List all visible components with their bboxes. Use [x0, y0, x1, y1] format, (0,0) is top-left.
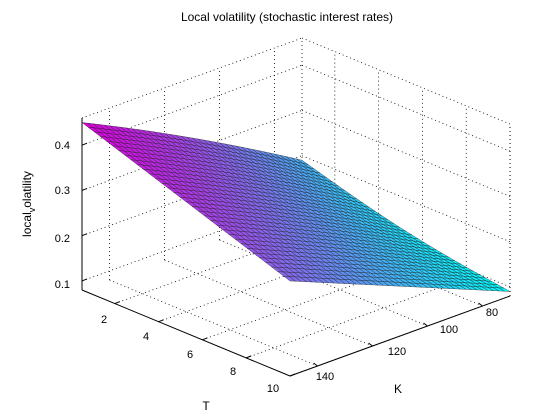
y-axis-line — [289, 295, 511, 377]
grid-line — [301, 110, 511, 197]
grid-line — [109, 279, 318, 367]
x-tick-label: 10 — [267, 383, 279, 395]
grid-line — [301, 155, 511, 243]
y-tick — [478, 302, 483, 307]
z-tick — [81, 142, 88, 146]
grid-line — [246, 277, 467, 359]
y-tick-label: 140 — [316, 371, 334, 383]
x-tick-label: 6 — [187, 349, 193, 361]
grid-line — [81, 37, 303, 119]
z-axis-label: localvolatility — [20, 171, 37, 237]
x-axis-label: T — [202, 399, 210, 413]
surface-mesh — [81, 122, 511, 292]
z-tick-label: 0.3 — [55, 185, 70, 197]
grid-line — [301, 37, 511, 125]
x-axis-line — [81, 289, 291, 377]
svg-text:localvolatility: localvolatility — [20, 171, 37, 237]
x-tick-labels: 2 4 6 8 10 — [101, 314, 279, 395]
surface-cell — [283, 276, 297, 282]
y-tick-label: 80 — [486, 307, 498, 319]
x-tick-label: 2 — [101, 314, 107, 326]
y-tick — [423, 322, 428, 327]
z-axis-label-tail: olatility — [20, 171, 34, 208]
z-axis-label-main: local — [20, 212, 34, 237]
z-tick-label: 0.2 — [55, 233, 70, 245]
x-tick — [158, 319, 164, 323]
y-tick — [368, 342, 373, 347]
z-tick-label: 0.1 — [55, 279, 70, 291]
z-tick-label: 0.4 — [55, 140, 70, 152]
x-tick-label: 8 — [230, 366, 236, 378]
x-tick — [246, 355, 252, 359]
x-tick — [289, 373, 296, 377]
grid-line — [164, 259, 373, 347]
y-tick — [313, 362, 318, 367]
z-tick — [81, 187, 88, 191]
y-tick-label: 120 — [388, 346, 406, 358]
x-tick-label: 4 — [143, 331, 149, 343]
z-tick — [81, 233, 88, 237]
y-tick-label: 100 — [440, 324, 458, 336]
z-tick-labels: 0.1 0.2 0.3 0.4 — [55, 140, 70, 291]
x-tick — [114, 301, 121, 305]
grid-line — [301, 64, 511, 152]
z-axis-label-subscript: v — [27, 207, 37, 212]
z-tick — [81, 278, 88, 282]
axes-box — [81, 118, 511, 377]
y-tick-labels: 80 100 120 140 — [316, 307, 498, 383]
chart-title: Local volatility (stochastic interest ra… — [181, 10, 393, 24]
y-axis-label: K — [394, 382, 402, 396]
grid-line — [219, 239, 428, 327]
x-tick — [202, 337, 208, 341]
tick-marks — [81, 142, 483, 377]
